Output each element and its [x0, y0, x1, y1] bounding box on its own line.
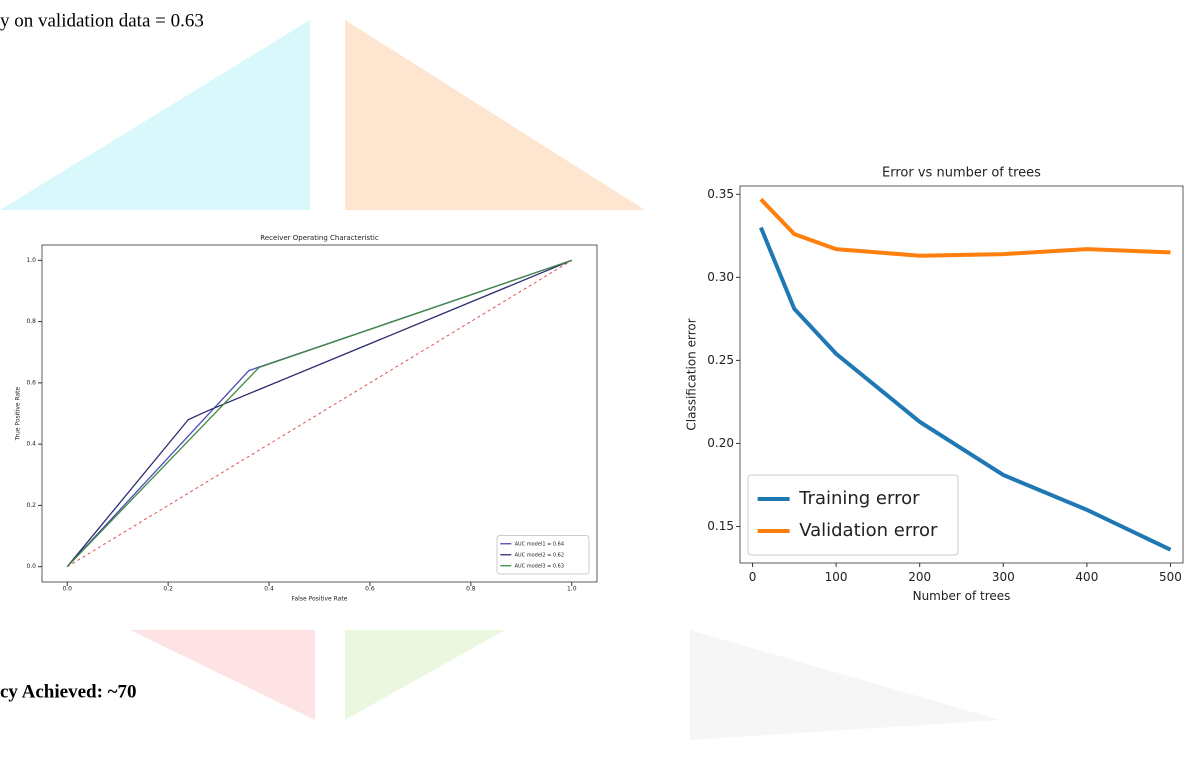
- chart-title: Error vs number of trees: [882, 166, 1041, 181]
- x-tick-label: 0: [749, 570, 757, 584]
- x-tick-label: 100: [825, 570, 848, 584]
- x-tick-label: 0.6: [365, 586, 375, 593]
- series-line: [66, 259, 572, 568]
- decoration: [345, 630, 505, 720]
- y-tick-label: 0.25: [707, 353, 734, 367]
- legend-label: Training error: [798, 488, 920, 509]
- y-axis-label: True Positive Rate: [15, 386, 22, 441]
- y-tick-label: 0.8: [26, 318, 36, 325]
- legend-label: AUC model2 = 0.62: [515, 552, 564, 558]
- decoration: [130, 630, 315, 720]
- y-tick-label: 0.6: [26, 379, 36, 386]
- legend-box: [496, 535, 590, 575]
- legend-label: AUC model3 = 0.63: [515, 563, 564, 569]
- x-tick-label: 1.0: [567, 586, 577, 593]
- x-tick-label: 300: [992, 570, 1015, 584]
- diagonal-line: [66, 259, 573, 568]
- x-axis-label: False Positive Rate: [292, 595, 348, 602]
- x-tick-label: 500: [1159, 570, 1182, 584]
- legend-label: Validation error: [799, 520, 938, 541]
- y-axis-label: Classification error: [685, 318, 699, 430]
- decoration: [345, 20, 645, 210]
- y-tick-label: 0.4: [26, 441, 36, 448]
- y-tick-label: 0.0: [26, 563, 36, 570]
- series-line: [759, 226, 1172, 552]
- plot-frame: [41, 244, 598, 583]
- y-tick-label: 0.35: [707, 187, 734, 201]
- x-tick-label: 0.2: [163, 586, 173, 593]
- bottom-text: cy Achieved: ~70: [0, 681, 137, 702]
- series-line: [66, 259, 573, 568]
- y-tick-label: 0.2: [26, 502, 36, 509]
- legend-box: [747, 474, 959, 556]
- x-tick-label: 0.4: [264, 586, 274, 593]
- decoration: [0, 20, 310, 210]
- legend-label: AUC model1 = 0.64: [515, 541, 564, 547]
- error-image: [668, 158, 1188, 630]
- plot-frame: [739, 185, 1184, 564]
- x-tick-label: 400: [1075, 570, 1098, 584]
- y-tick-label: 0.30: [707, 270, 734, 284]
- top-text: y on validation data = 0.63: [0, 10, 204, 31]
- series-line: [759, 197, 1171, 258]
- y-tick-label: 0.20: [707, 436, 734, 450]
- y-tick-label: 1.0: [26, 257, 36, 264]
- decoration: [690, 630, 1000, 740]
- y-tick-label: 0.15: [707, 519, 734, 533]
- x-tick-label: 200: [908, 570, 931, 584]
- x-tick-label: 0.0: [62, 586, 72, 593]
- chart-title: Receiver Operating Characteristic: [260, 234, 379, 242]
- x-tick-label: 0.8: [466, 586, 476, 593]
- x-axis-label: Number of trees: [913, 589, 1011, 603]
